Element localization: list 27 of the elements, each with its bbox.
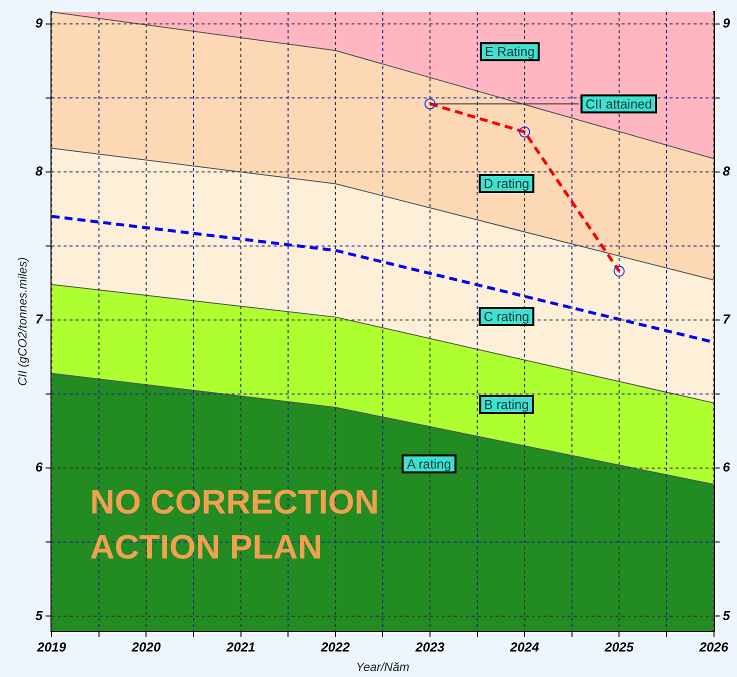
annotation: A rating bbox=[407, 456, 452, 472]
x-tick-label: 2026 bbox=[698, 639, 729, 654]
annotation: NO CORRECTION ACTION PLAN bbox=[90, 483, 380, 566]
y-axis-title: CII (gCO2/tonnes.miles) bbox=[16, 257, 30, 386]
x-axis-title: Year/Năm bbox=[356, 660, 410, 674]
y-tick-label: 7 bbox=[35, 312, 44, 327]
annotation: B rating bbox=[484, 397, 529, 412]
annotation: E Rating bbox=[484, 44, 535, 60]
x-tick-label: 2024 bbox=[509, 639, 540, 654]
y2-tick-label: 9 bbox=[722, 15, 731, 30]
text: CII attained bbox=[586, 96, 652, 112]
y2-tick-label: 7 bbox=[722, 312, 731, 327]
annotation: C rating bbox=[484, 309, 530, 324]
y2-tick-label: 6 bbox=[722, 460, 731, 475]
x-tick-label: 2020 bbox=[130, 639, 162, 654]
y2-tick-label: 8 bbox=[722, 164, 731, 179]
x-tick-label: 2021 bbox=[225, 639, 256, 654]
x-tick-label: 2023 bbox=[414, 639, 446, 654]
y-tick-label: 8 bbox=[35, 164, 44, 179]
y2-tick-label: 5 bbox=[722, 608, 731, 623]
y-tick-label: 9 bbox=[35, 15, 44, 30]
y-tick-label: 6 bbox=[35, 460, 44, 475]
y-tick-label: 5 bbox=[35, 608, 44, 623]
x-tick-label: 2022 bbox=[320, 639, 351, 654]
x-tick-label: 2025 bbox=[604, 639, 634, 654]
annotation: D rating bbox=[484, 176, 530, 192]
x-tick-label: 2019 bbox=[36, 639, 67, 654]
